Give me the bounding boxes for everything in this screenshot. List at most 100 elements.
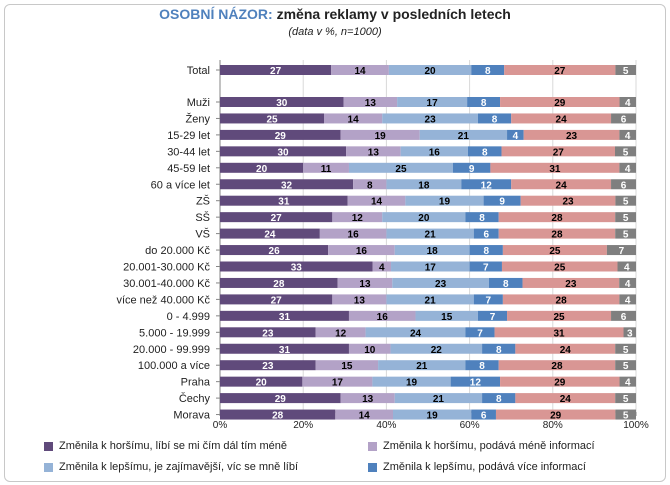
bar-segment [319,228,387,239]
data-label: 19 [406,378,418,389]
data-label: 7 [490,312,496,323]
data-label: 5 [623,66,629,77]
bar-segment [477,113,512,124]
data-label: 28 [551,213,563,224]
data-label: 21 [416,361,428,372]
bar-segment [400,146,468,157]
category-label: 60 a více let [151,179,210,191]
bar-segment [473,228,499,239]
data-label: 8 [481,98,487,109]
data-label: 23 [262,361,274,372]
data-label: 6 [621,312,627,323]
category-label: 100.000 a více [138,360,210,372]
data-label: 16 [348,230,360,241]
bar-segment [467,97,501,107]
category-label: do 20.000 Kč [145,245,210,257]
data-label: 4 [625,295,631,306]
data-label: 25 [553,312,565,323]
data-label: 15 [341,361,353,372]
bar-segment [477,310,508,321]
data-label: 8 [482,147,488,158]
legend-item-1: Změnila k horšímu, líbí se mi čím dál tí… [44,440,287,452]
data-label: 7 [486,295,492,306]
category-label: 30.001-40.000 Kč [123,278,210,290]
data-label: 21 [433,394,445,405]
bar-segment [502,294,620,305]
legend-item-3: Změnila k lepšímu, je zajímavější, víc s… [44,461,298,473]
bar-segment [452,162,491,173]
bar-segment [615,360,636,371]
bar-segment [372,376,451,387]
bar-segment [615,409,636,420]
data-label: 31 [279,312,291,323]
data-label: 25 [395,164,407,175]
data-label: 4 [379,263,385,274]
bar-segment [465,212,499,223]
data-label: 5 [623,230,629,241]
data-label: 4 [625,164,631,175]
bar-segment [348,343,391,354]
data-label: 7 [619,246,625,257]
data-label: 12 [352,213,364,224]
data-label: 25 [549,246,561,257]
data-label: 24 [560,345,572,356]
category-label: Ženy [186,112,211,125]
bar-segment [302,376,373,387]
bar-segment [382,212,466,223]
bar-segment [220,195,348,206]
bar-segment [365,327,466,338]
data-label: 19 [427,411,439,422]
data-label: 4 [625,98,631,109]
data-label: 8 [503,279,509,290]
bar-segment [504,65,616,75]
data-label: 20 [256,164,268,175]
data-label: 31 [549,164,561,175]
x-tick-label: 20% [293,420,313,431]
data-label: 4 [513,131,519,142]
bar-segment [615,212,636,223]
data-label: 8 [485,66,491,77]
data-label: 16 [377,312,389,323]
data-label: 24 [264,230,276,241]
category-label: Total [187,65,210,77]
category-label: 5.000 - 19.999 [139,327,210,339]
bar-segment [623,327,636,338]
data-label: 3 [627,328,633,339]
bar-segment [220,97,344,107]
bar-segment [501,261,618,272]
data-label: 29 [275,131,287,142]
x-tick-label: 60% [460,420,480,431]
bar-segment [615,228,636,239]
bar-segment [332,212,383,223]
data-label: 23 [562,197,574,208]
bar-segment [315,327,366,338]
category-label: ZŠ [196,195,210,208]
data-label: 24 [410,328,422,339]
bar-segment [390,343,483,354]
category-label: 20.000 - 99.999 [133,344,210,356]
data-label: 30 [277,147,289,158]
data-label: 6 [621,114,627,125]
bar-segment [515,393,616,404]
bar-segment [324,113,383,124]
category-label: VŠ [195,228,210,241]
category-label: Muži [187,97,210,109]
bar-segment [348,162,453,173]
bar-segment [353,179,387,190]
category-label: 0 - 4.999 [167,311,210,323]
bar-segment [619,162,636,173]
bar-segment [523,129,620,140]
bar-segment [348,310,416,321]
bar-segment [386,179,462,190]
bar-segment [382,113,478,124]
bar-segment [507,129,524,140]
bar-segment [220,327,316,338]
data-label: 21 [425,295,437,306]
data-label: 31 [553,328,565,339]
category-label: SŠ [195,211,210,224]
bar-segment [522,277,620,288]
bar-segment [611,113,636,124]
bar-segment [611,310,636,321]
data-label: 25 [554,263,566,274]
bar-segment [615,195,636,206]
